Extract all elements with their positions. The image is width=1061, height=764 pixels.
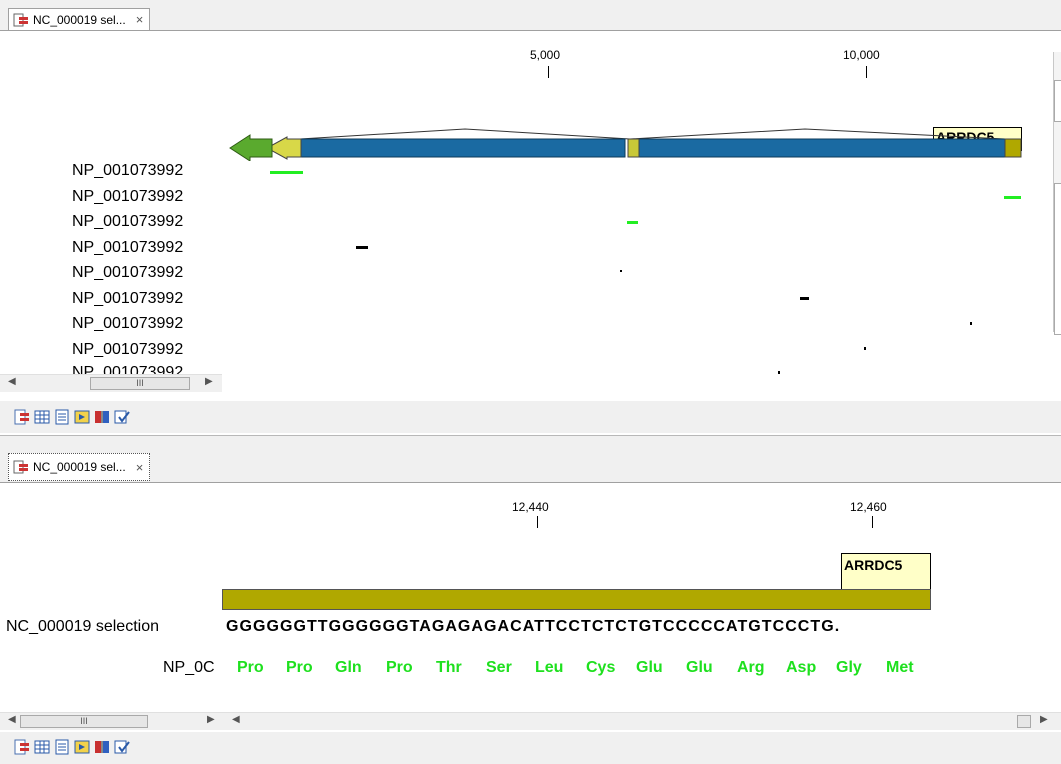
sequence-view-icon[interactable] — [14, 739, 30, 755]
track-row-label: NP_001073992 — [72, 341, 184, 358]
scroll-right-icon[interactable]: ▶ — [207, 714, 215, 725]
close-icon[interactable]: × — [135, 459, 144, 475]
top-view-toolbar — [0, 401, 1061, 433]
bottom-view-toolbar — [0, 732, 1061, 764]
scroll-right-icon[interactable]: ▶ — [1040, 714, 1048, 725]
ruler-tick — [548, 66, 549, 78]
book-icon[interactable] — [94, 409, 110, 425]
amino-acid[interactable]: Met — [886, 659, 914, 676]
amino-acid[interactable]: Pro — [237, 659, 264, 676]
feature-mark[interactable] — [1004, 196, 1021, 199]
track-row-label: NP_001073992 — [72, 290, 184, 307]
track-row-label: NP_001073992 — [72, 188, 184, 205]
feature-mark[interactable] — [778, 371, 780, 374]
feature-mark[interactable] — [270, 171, 303, 174]
translation-label: NP_0C — [163, 659, 215, 676]
text-view-icon[interactable] — [54, 409, 70, 425]
gene-track[interactable] — [225, 125, 1025, 161]
top-tab-label: NC_000019 sel... — [33, 12, 126, 27]
feature-mark[interactable] — [864, 347, 866, 350]
amino-acid[interactable]: Pro — [286, 659, 313, 676]
ruler-tick-label: 12,460 — [850, 500, 887, 514]
side-panel-collapse-handle[interactable] — [1054, 183, 1061, 335]
track-row-label: NP_001073992 — [72, 364, 184, 374]
track-row-label: NP_001073992 — [72, 213, 184, 230]
bottom-tab-strip: NC_000019 sel... × — [0, 447, 1061, 483]
amino-acid[interactable]: Gln — [335, 659, 362, 676]
feature-mark[interactable] — [627, 221, 638, 224]
top-tab-strip: NC_000019 sel... × — [0, 0, 1061, 31]
table-view-icon[interactable] — [34, 739, 50, 755]
side-panel-collapse-handle[interactable] — [1054, 80, 1061, 122]
bottom-editor-tab[interactable]: NC_000019 sel... × — [8, 453, 151, 481]
ruler-tick-label: 12,440 — [512, 500, 549, 514]
ruler-tick-label: 5,000 — [530, 48, 561, 62]
amino-acid[interactable]: Leu — [535, 659, 564, 676]
track-row-label: NP_001073992 — [72, 315, 184, 332]
book-icon[interactable] — [94, 739, 110, 755]
track-row-label: NP_001073992 — [72, 264, 184, 281]
gene-annotation-label[interactable]: ARRDC5 — [841, 553, 931, 590]
ruler-tick — [866, 66, 867, 78]
ruler-tick — [537, 516, 538, 528]
track-row-label: NP_001073992 — [72, 239, 184, 256]
amino-acid[interactable]: Asp — [786, 659, 817, 676]
bottom-label-scrollbar[interactable]: ◀ III ▶ — [0, 712, 222, 730]
sequence-view-icon[interactable] — [14, 409, 30, 425]
ruler-tick — [872, 516, 873, 528]
nucleotide-sequence[interactable]: GGGGGGTTGGGGGGTAGAGAGACATTCCTCTCTGTCCCCC… — [226, 618, 841, 635]
sequence-icon — [13, 460, 29, 474]
feature-mark[interactable] — [620, 270, 622, 272]
feature-mark[interactable] — [800, 297, 809, 300]
table-view-icon[interactable] — [34, 409, 50, 425]
close-icon[interactable]: × — [135, 12, 144, 27]
top-horizontal-scrollbar[interactable]: ◀ III ▶ — [0, 374, 222, 392]
checklist-icon[interactable] — [114, 739, 130, 755]
checklist-icon[interactable] — [114, 409, 130, 425]
amino-acid[interactable]: Gly — [836, 659, 862, 676]
amino-acid[interactable]: Arg — [737, 659, 765, 676]
history-icon[interactable] — [74, 409, 90, 425]
scroll-thumb[interactable] — [1017, 715, 1031, 728]
amino-acid[interactable]: Thr — [436, 659, 462, 676]
history-icon[interactable] — [74, 739, 90, 755]
ruler-tick-label: 10,000 — [843, 48, 880, 62]
bottom-sequence-scrollbar[interactable]: ◀ ▶ — [222, 712, 1061, 730]
sequence-label: NC_000019 selection — [6, 618, 159, 635]
scroll-thumb[interactable]: III — [20, 715, 148, 728]
amino-acid[interactable]: Ser — [486, 659, 512, 676]
gene-annotation-bar[interactable] — [222, 589, 931, 610]
amino-acid[interactable]: Cys — [586, 659, 616, 676]
scroll-left-icon[interactable]: ◀ — [8, 714, 16, 725]
feature-mark[interactable] — [356, 246, 368, 249]
top-editor-tab[interactable]: NC_000019 sel... × — [8, 8, 151, 30]
feature-mark[interactable] — [970, 322, 972, 325]
sequence-icon — [13, 13, 29, 27]
scroll-left-icon[interactable]: ◀ — [232, 714, 240, 725]
track-row-label: NP_001073992 — [72, 162, 184, 179]
scroll-right-icon[interactable]: ▶ — [205, 376, 213, 387]
text-view-icon[interactable] — [54, 739, 70, 755]
scroll-left-icon[interactable]: ◀ — [8, 376, 16, 387]
bottom-tab-label: NC_000019 sel... — [33, 460, 126, 474]
amino-acid[interactable]: Pro — [386, 659, 413, 676]
amino-acid[interactable]: Glu — [686, 659, 713, 676]
amino-acid[interactable]: Glu — [636, 659, 663, 676]
scroll-thumb[interactable]: III — [90, 377, 190, 390]
